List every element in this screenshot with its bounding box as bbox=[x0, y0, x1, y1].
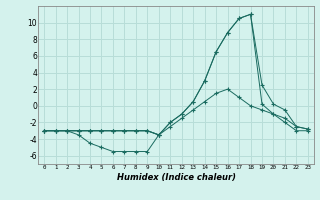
X-axis label: Humidex (Indice chaleur): Humidex (Indice chaleur) bbox=[116, 173, 236, 182]
